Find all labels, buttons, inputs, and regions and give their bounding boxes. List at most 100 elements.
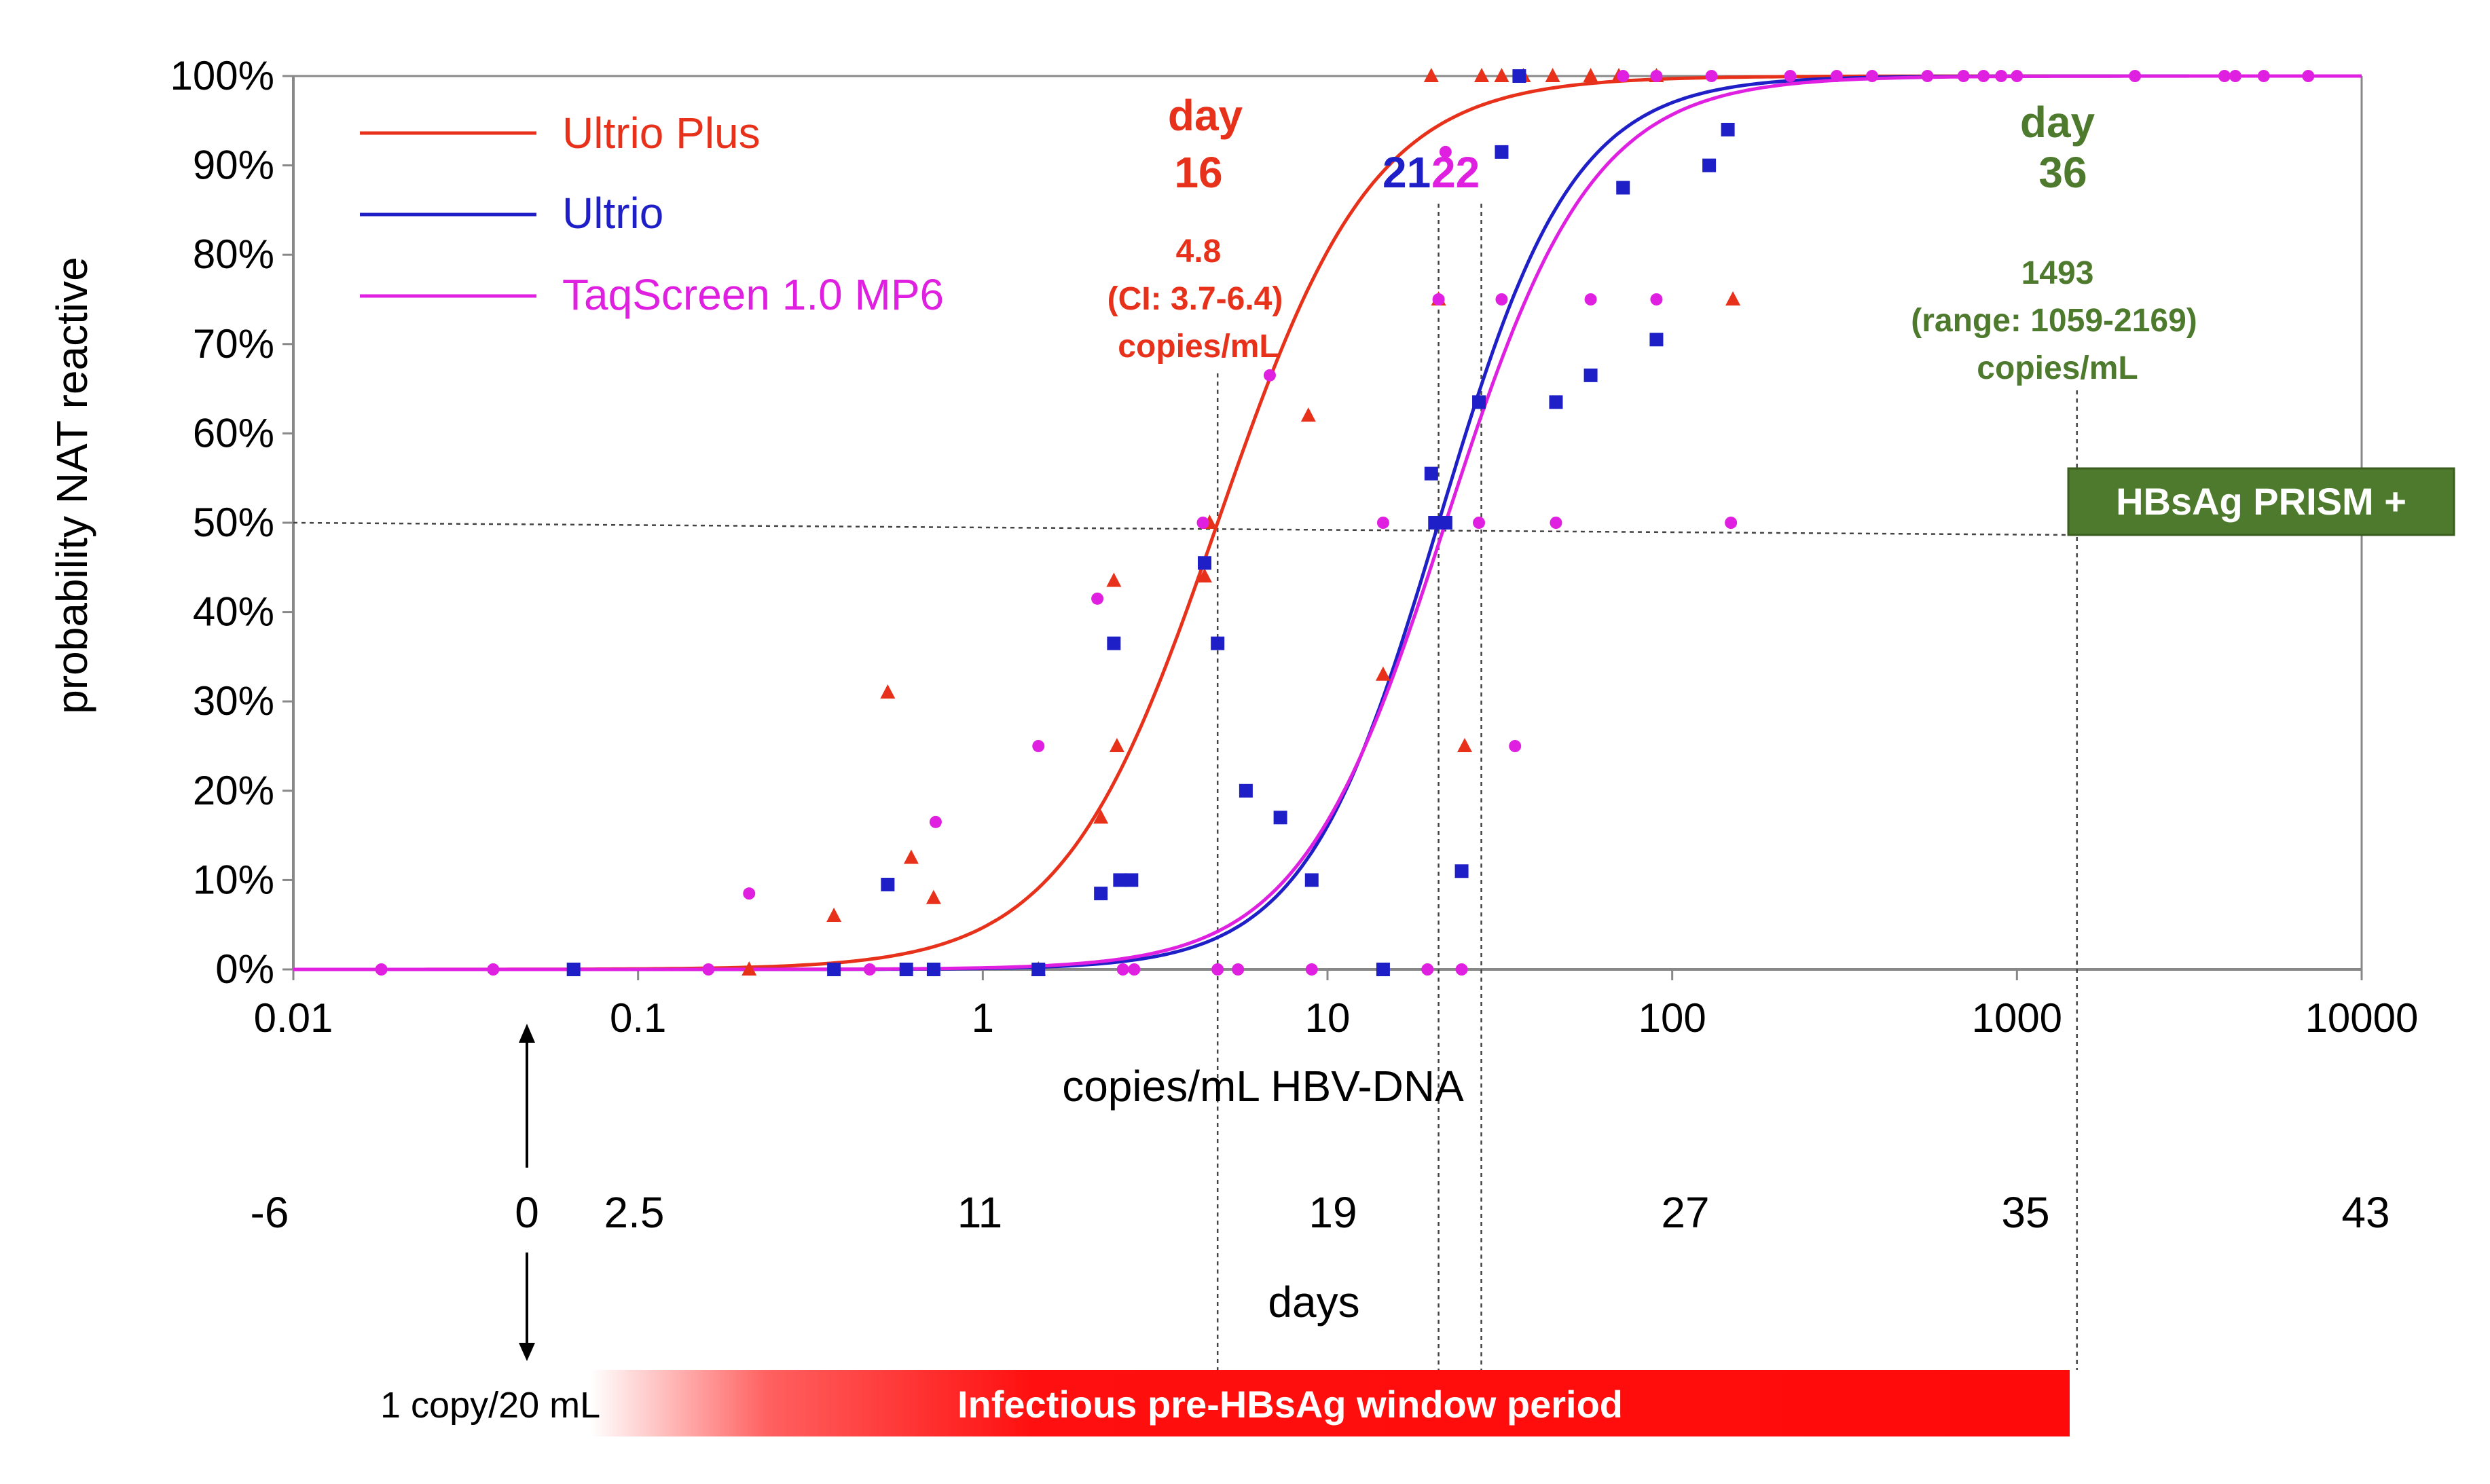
point-taqscreen [743,887,756,900]
point-taqscreen [1830,70,1843,82]
window-period-label: Infectious pre-HBsAg window period [957,1383,1623,1426]
point-taqscreen [1128,963,1141,976]
y-tick-label: 20% [193,768,274,813]
point-taqscreen [1455,963,1468,976]
days-axis: days -6 0 2.5 11 19 27 35 43 [251,1024,2390,1361]
annotation-day-21-22: 21 22 [1383,148,1480,197]
point-ultrio-plus [1093,809,1109,824]
point-taqscreen [487,963,500,976]
y-tick-label: 80% [193,231,274,277]
annotation-day-16-number: 16 [1174,148,1222,197]
x-tick-label: 100 [1638,995,1706,1041]
window-period-band: Infectious pre-HBsAg window period 1 cop… [380,1370,2070,1436]
y-tick-label: 40% [193,589,274,635]
annotation-day-16-word: day [1168,91,1243,140]
hbsag-prism-badge: HBsAg PRISM + [2067,467,2455,536]
point-ultrio [1583,368,1598,382]
point-taqscreen [1650,293,1663,305]
point-ultrio-plus [1423,68,1439,82]
point-taqscreen [2129,70,2142,82]
point-ultrio [1239,783,1253,798]
point-ultrio-plus [1545,68,1560,82]
point-taqscreen [1232,963,1245,976]
point-ultrio [1376,963,1390,976]
point-ultrio-plus [826,908,842,923]
y-tick-label: 10% [193,857,274,902]
point-ultrio-plus [1109,738,1124,752]
point-ultrio [1031,963,1046,976]
annotation-day-16-unit: copies/mL [1118,329,1279,365]
days-tick-label: 19 [1308,1188,1357,1237]
point-ultrio-plus [1106,572,1122,587]
point-ultrio-plus [880,684,896,699]
point-ultrio-plus [1196,568,1212,582]
point-ultrio [1124,873,1139,887]
point-taqscreen [1617,70,1630,82]
point-ultrio [899,963,913,976]
point-ultrio [1304,873,1319,887]
y-tick-label: 100% [170,53,274,98]
point-taqscreen [1032,740,1045,752]
point-ultrio [1472,395,1486,409]
point-ultrio-plus [1300,407,1316,422]
y-tick-label: 70% [193,321,274,367]
annotation-day-21: 21 [1383,148,1431,197]
point-ultrio-plus [1725,291,1741,305]
point-ultrio [1107,636,1121,650]
days-tick-label: 2.5 [604,1188,665,1237]
origin-copy-label: 1 copy/20 mL [380,1385,600,1426]
point-ultrio [1454,864,1469,878]
annotation-day-16: day 16 4.8 (CI: 3.7-6.4) copies/mL [1107,91,1283,365]
point-ultrio [1273,811,1287,825]
point-ultrio [566,963,581,976]
annotation-day-16-ci: (CI: 3.7-6.4) [1107,281,1283,317]
point-taqscreen [1584,293,1597,305]
x-tick-label: 10000 [2305,995,2419,1041]
legend-label-taqscreen: TaqScreen 1.0 MP6 [562,270,944,319]
point-taqscreen [2302,70,2315,82]
legend-item-ultrio: Ultrio [360,189,663,238]
days-tick-label: -6 [251,1188,289,1237]
point-taqscreen [1784,70,1797,82]
point-taqscreen [863,963,876,976]
annotation-day-22: 22 [1431,148,1480,197]
annotation-day-36-range: (range: 1059-2169) [1911,303,2197,339]
point-taqscreen [1866,70,1879,82]
point-ultrio [1428,516,1442,530]
origin-arrow-up-head [519,1024,535,1043]
y-axis-title: probability NAT reactive [48,257,96,713]
point-taqscreen [1650,70,1663,82]
point-taqscreen [1091,592,1104,605]
origin-arrow-down-head [519,1343,535,1361]
y-tick-label: 0% [215,946,274,992]
legend-item-ultrio-plus: Ultrio Plus [360,109,761,157]
point-taqscreen [2011,70,2024,82]
point-taqscreen [1550,517,1562,529]
legend-label-ultrio: Ultrio [562,189,663,238]
point-ultrio-plus [1474,68,1490,82]
point-taqscreen [1263,369,1276,382]
point-ultrio [881,877,895,891]
x-tick-label: 10 [1305,995,1351,1041]
annotation-day-36: day 36 1493 (range: 1059-2169) copies/mL [1911,98,2197,386]
point-taqscreen [1509,740,1522,752]
point-ultrio [1438,516,1452,530]
point-ultrio-plus [926,889,941,904]
legend-label-ultrio-plus: Ultrio Plus [562,109,761,157]
point-taqscreen [1473,517,1486,529]
point-taqscreen [1116,963,1129,976]
point-taqscreen [1196,517,1209,529]
point-ultrio [926,963,940,976]
point-taqscreen [1705,70,1718,82]
annotation-day-36-number: 36 [2038,148,2087,197]
point-taqscreen [2257,70,2270,82]
annotation-day-36-value: 1493 [2021,255,2094,291]
point-ultrio-plus [741,961,757,976]
y-tick-label: 60% [193,410,274,456]
hbsag-prism-badge-label: HBsAg PRISM + [2116,480,2406,523]
y-tick-label: 30% [193,678,274,724]
point-ultrio [1495,145,1509,159]
point-ultrio [1649,333,1664,347]
point-ultrio [1616,181,1630,195]
